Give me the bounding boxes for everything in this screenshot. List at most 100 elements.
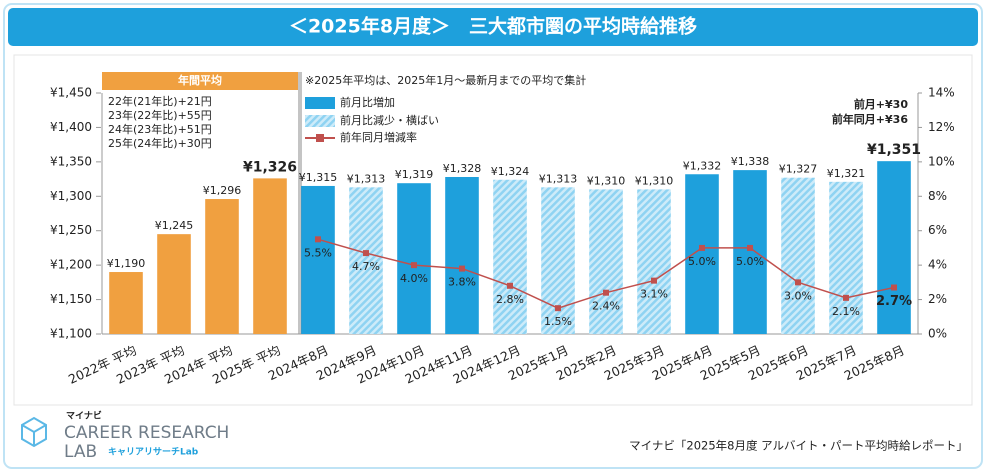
line-value-label: 5.0% [688,255,716,268]
title-band [8,8,978,46]
y2-tick-label: 4% [928,258,947,272]
line-value-label: 2.4% [592,300,620,313]
y-tick-label: ¥1,150 [50,292,92,306]
bar-value-label: ¥1,328 [443,162,482,175]
bar [637,189,671,334]
line-marker [747,244,753,251]
bar-value-label: ¥1,321 [827,167,866,180]
line-value-label: 3.0% [784,289,812,302]
bar [157,234,191,334]
bar [301,185,335,334]
line-value-label: 3.1% [640,288,668,301]
bar-value-label: ¥1,245 [155,219,194,232]
bar-value-label: ¥1,351 [867,142,921,158]
line-marker [795,279,801,286]
line-value-label: 5.5% [304,246,332,259]
line-marker [843,294,849,301]
note: ※2025年平均は、2025年1月～最新月までの平均で集計 [305,73,586,87]
bar [589,189,623,334]
y-tick-label: ¥1,450 [50,86,92,100]
bar [829,181,863,334]
bar-value-label: ¥1,296 [203,184,242,197]
logo: マイナビ CAREER RESEARCH LAB キャリアリサーチLab [21,410,229,462]
line-marker [651,277,657,284]
bar-value-label: ¥1,313 [539,172,578,185]
line-value-label: 4.0% [400,272,428,285]
y2-tick-label: 14% [928,86,955,100]
annual-header [102,72,298,90]
line-value-label: 1.5% [544,315,572,328]
bar [781,177,815,334]
line-marker [555,305,561,312]
bar [877,161,911,334]
line-value-label: 2.1% [832,305,860,318]
bar [733,170,767,334]
annual-note: 25年(24年比)+30円 [108,136,212,150]
bar-value-label: ¥1,326 [243,159,297,175]
bar [541,187,575,334]
legend-label: 前年同月増減率 [340,130,417,144]
line-marker [459,265,465,272]
y-tick-label: ¥1,100 [50,327,92,341]
y2-tick-label: 8% [928,189,947,203]
bar [253,178,287,334]
logo-icon [21,424,47,446]
source: マイナビ「2025年8月度 アルバイト・パート平均時給レポート」 [629,439,968,453]
bar-value-label: ¥1,310 [635,174,674,187]
y2-tick-label: 10% [928,154,955,168]
y2-tick-label: 2% [928,292,947,306]
logo-text: LAB [64,442,97,462]
logo-sub: キャリアリサーチLab [108,447,199,458]
line-marker [411,262,417,269]
bar [205,199,239,334]
bar-value-label: ¥1,190 [107,257,146,270]
legend-label: 前月比増加 [340,95,395,109]
y-tick-label: ¥1,400 [50,120,92,134]
bar-value-label: ¥1,332 [683,159,722,172]
line-marker [699,244,705,251]
y-tick-label: ¥1,300 [50,189,92,203]
y-tick-label: ¥1,200 [50,258,92,272]
chart-title: ＜2025年8月度＞ 三大都市圏の平均時給推移 [289,15,697,38]
bar [349,187,383,334]
line-marker [507,282,513,289]
y2-tick-label: 6% [928,223,947,237]
annual-note: 22年(21年比)+21円 [108,94,212,108]
line-value-label: 5.0% [736,255,764,268]
line-value-label: 3.8% [448,276,476,289]
line-value-label: 2.8% [496,293,524,306]
line-marker [891,284,897,291]
legend-swatch [305,115,335,127]
y-tick-label: ¥1,250 [50,223,92,237]
bar [685,174,719,334]
y-tick-label: ¥1,350 [50,154,92,168]
bar-value-label: ¥1,327 [779,163,818,176]
y2-tick-label: 12% [928,120,955,134]
bar-value-label: ¥1,324 [491,165,530,178]
bar-value-label: ¥1,315 [299,171,338,184]
bar-value-label: ¥1,338 [731,155,770,168]
line-marker [363,250,369,257]
y2-tick-label: 0% [928,327,947,341]
logo-brand: マイナビ [66,410,102,422]
line-marker [603,289,609,296]
line-value-label: 4.7% [352,260,380,273]
legend-label: 前月比減少・横ばい [340,113,439,127]
logo-text: CAREER RESEARCH [64,423,229,443]
line-marker [315,236,321,243]
legend-swatch [305,97,335,109]
bar [109,272,143,334]
bar-value-label: ¥1,319 [395,168,434,181]
legend: 前月比増加 前月比減少・横ばい 前年同月増減率 [305,95,439,144]
annual-header-text: 年間平均 [178,73,222,87]
summary: 前月+¥30 [854,97,909,111]
annual-note: 23年(22年比)+55円 [108,108,212,122]
bar [493,179,527,334]
bar [397,183,431,334]
bar-value-label: ¥1,313 [347,172,386,185]
annual-note: 24年(23年比)+51円 [108,122,212,136]
summary: 前年同月+¥36 [832,112,909,126]
bar [445,177,479,334]
line-value-label: 2.7% [876,294,912,309]
